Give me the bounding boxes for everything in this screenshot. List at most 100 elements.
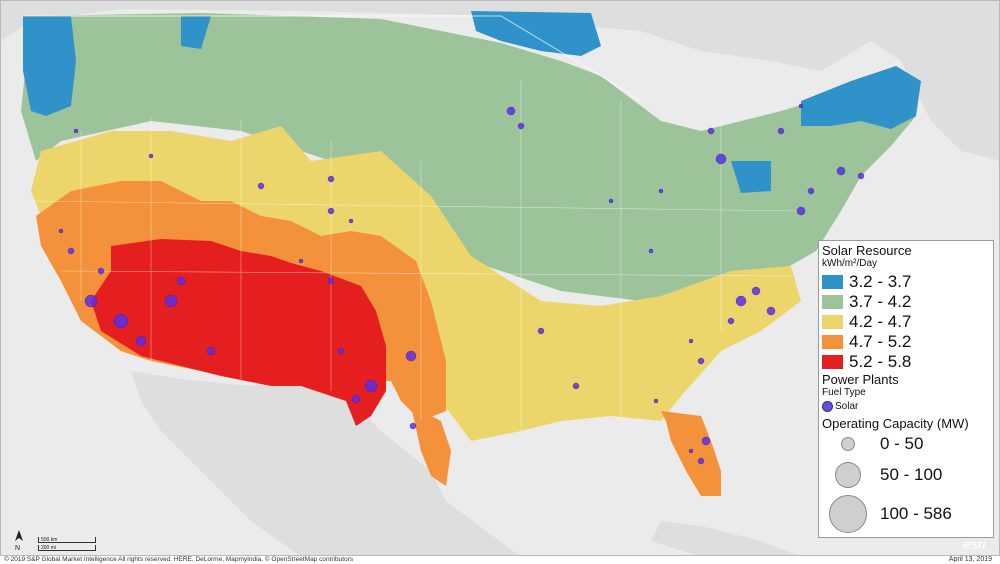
- north-arrow-icon: N: [9, 529, 29, 552]
- plant-marker[interactable]: [58, 228, 64, 234]
- international-border: [23, 15, 642, 102]
- legend-class-label: 3.7 - 4.2: [849, 292, 912, 311]
- solar-resource-unit: kWh/m²/Day: [822, 258, 877, 269]
- plant-marker[interactable]: [517, 122, 525, 130]
- plant-marker[interactable]: [506, 106, 516, 116]
- plant-marker[interactable]: [777, 127, 785, 135]
- zone-5.2-5.8: [91, 239, 386, 426]
- plant-marker[interactable]: [608, 198, 614, 204]
- legend-class-label: 5.2 - 5.8: [849, 352, 912, 371]
- scale-km: 500 km: [41, 537, 58, 543]
- zone-3.7-4.2: [21, 13, 916, 301]
- plant-marker[interactable]: [164, 294, 178, 308]
- plant-marker[interactable]: [836, 166, 846, 176]
- zone-4.7-5.2-gulf: [411, 406, 451, 486]
- plant-marker[interactable]: [298, 258, 304, 264]
- zone-3.2-3.7-minnesota: [181, 16, 211, 49]
- zone-3.2-3.7-northeast: [801, 66, 921, 129]
- solar-dot-icon: [822, 401, 833, 412]
- plant-marker[interactable]: [537, 327, 545, 335]
- legend-panel: Solar Resource kWh/m²/Day 3.2 - 3.7 3.7 …: [818, 240, 994, 538]
- capacity-small-circle: [841, 437, 855, 451]
- plant-marker[interactable]: [206, 346, 216, 356]
- plant-marker[interactable]: [653, 398, 659, 404]
- plant-marker[interactable]: [351, 394, 361, 404]
- legend-class-row: 3.7 - 4.2: [822, 292, 993, 312]
- capacity-row: 100 - 586: [822, 493, 993, 535]
- mexico-land: [131, 371, 519, 555]
- capacity-large-label: 100 - 586: [880, 504, 952, 523]
- plant-marker[interactable]: [766, 306, 776, 316]
- scale-mi: 200 mi: [41, 545, 57, 551]
- plant-marker[interactable]: [648, 248, 654, 254]
- fuel-type-label: Fuel Type: [822, 387, 866, 398]
- legend-class-row: 5.2 - 5.8: [822, 352, 993, 372]
- plant-marker[interactable]: [798, 103, 804, 109]
- legend-class-row: 4.7 - 5.2: [822, 332, 993, 352]
- capacity-large-circle: [829, 495, 867, 533]
- copyright-text: © 2019 S&P Global Market Intelligence Al…: [4, 556, 354, 563]
- plant-marker[interactable]: [688, 448, 694, 454]
- legend-swatch: [822, 355, 843, 369]
- plant-marker[interactable]: [409, 422, 417, 430]
- legend-swatch: [822, 295, 843, 309]
- plant-marker[interactable]: [701, 436, 711, 446]
- plant-marker[interactable]: [688, 338, 694, 344]
- plant-marker[interactable]: [697, 457, 705, 465]
- plant-marker[interactable]: [148, 153, 154, 159]
- plant-marker[interactable]: [658, 188, 664, 194]
- plant-marker[interactable]: [97, 267, 105, 275]
- plant-marker[interactable]: [707, 127, 715, 135]
- plant-marker[interactable]: [857, 172, 865, 180]
- plant-marker[interactable]: [84, 294, 98, 308]
- plant-marker[interactable]: [796, 206, 806, 216]
- plant-marker[interactable]: [727, 317, 735, 325]
- plant-marker[interactable]: [135, 335, 147, 347]
- north-label: N: [15, 545, 20, 551]
- scale-bar: 500 km 200 mi: [38, 537, 98, 553]
- esri-logo: esri: [963, 536, 986, 552]
- zone-3.2-3.7-northwest: [23, 16, 76, 116]
- power-plants-title: Power Plants: [822, 372, 899, 387]
- legend-class-row: 4.2 - 4.7: [822, 312, 993, 332]
- legend-class-label: 3.2 - 3.7: [849, 272, 912, 291]
- capacity-small-label: 0 - 50: [880, 434, 924, 453]
- plant-marker[interactable]: [348, 218, 354, 224]
- legend-swatch: [822, 335, 843, 349]
- legend-class-label: 4.7 - 5.2: [849, 332, 912, 351]
- solar-resource-title: Solar Resource: [822, 243, 912, 258]
- legend-class-row: 3.2 - 3.7: [822, 272, 993, 292]
- zone-3.2-3.7-north: [471, 11, 601, 56]
- plant-marker[interactable]: [715, 153, 727, 165]
- plant-marker[interactable]: [176, 276, 186, 286]
- zone-4.7-5.2-florida: [661, 411, 721, 496]
- plant-marker[interactable]: [327, 207, 335, 215]
- plant-marker[interactable]: [113, 313, 129, 329]
- cuba-land: [651, 521, 796, 555]
- plant-marker[interactable]: [572, 382, 580, 390]
- plant-marker[interactable]: [751, 286, 761, 296]
- capacity-row: 0 - 50: [822, 431, 993, 457]
- legend-swatch: [822, 275, 843, 289]
- plant-marker[interactable]: [67, 247, 75, 255]
- plant-marker[interactable]: [73, 128, 79, 134]
- plant-marker[interactable]: [807, 187, 815, 195]
- date-stamp: April 13, 2019: [948, 556, 992, 563]
- plant-marker[interactable]: [697, 357, 705, 365]
- plant-marker[interactable]: [337, 347, 345, 355]
- fuel-solar-label: Solar: [835, 401, 859, 412]
- solar-plant-markers[interactable]: [58, 103, 865, 465]
- plant-marker[interactable]: [257, 182, 265, 190]
- plant-marker[interactable]: [405, 350, 417, 362]
- plant-marker[interactable]: [327, 277, 335, 285]
- legend-class-label: 4.2 - 4.7: [849, 312, 912, 331]
- plant-marker[interactable]: [735, 295, 747, 307]
- legend-swatch: [822, 315, 843, 329]
- plant-marker[interactable]: [327, 175, 335, 183]
- zone-3.2-3.7-greatlakes: [731, 161, 771, 193]
- capacity-title: Operating Capacity (MW): [822, 416, 969, 431]
- solar-zones: [21, 11, 921, 496]
- plant-marker[interactable]: [364, 379, 378, 393]
